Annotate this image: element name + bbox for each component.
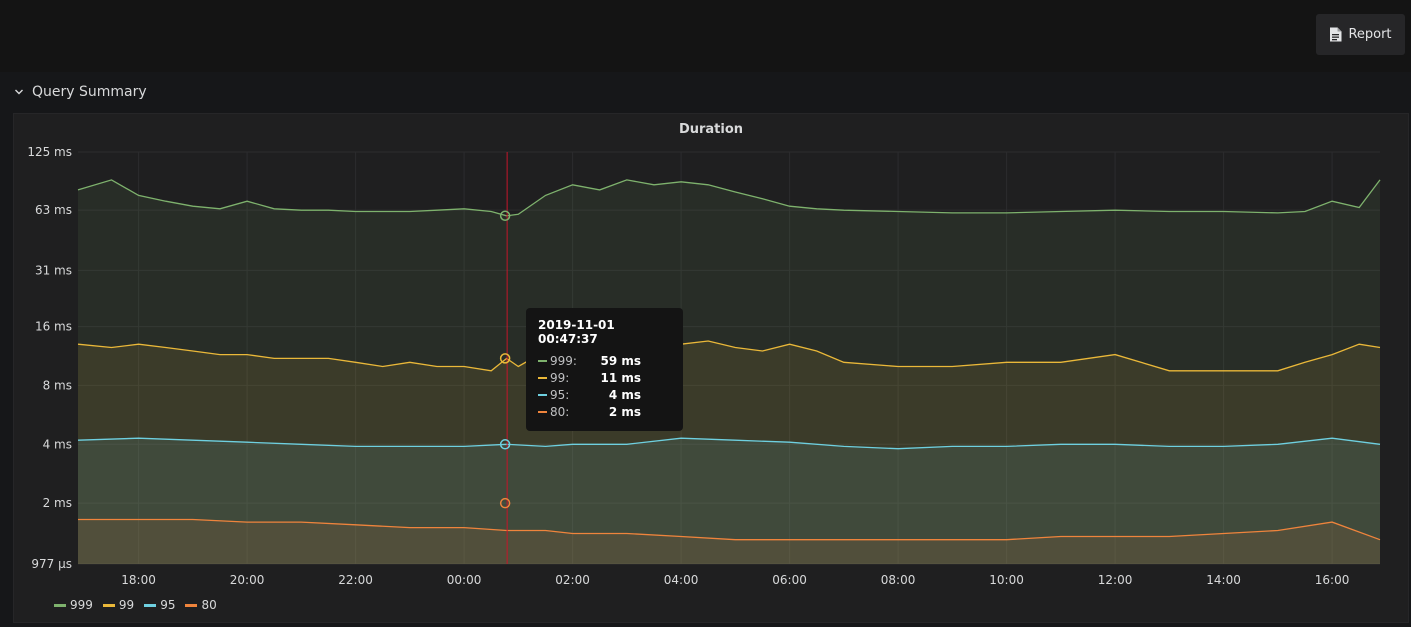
x-tick-label: 02:00 [555,573,590,587]
report-button-label: Report [1348,27,1392,42]
x-tick-label: 10:00 [989,573,1024,587]
x-tick-label: 22:00 [338,573,373,587]
duration-panel: Duration 125 ms 63 ms 31 ms 16 ms 8 ms 4 ms 2 … [13,113,1409,623]
tooltip-row: 80: 2 ms [538,403,671,420]
legend-label: 99 [118,598,135,612]
tooltip-swatch [538,376,547,379]
tooltip-time: 2019-11-01 00:47:37 [538,318,615,346]
hover-marker [499,439,511,450]
tooltip-series-name: 80: [550,404,570,419]
x-tick-label: 00:00 [447,573,482,587]
row-header-query-summary[interactable]: Query Summary [14,82,147,102]
duration-chart[interactable]: 125 ms 63 ms 31 ms 16 ms 8 ms 4 ms 2 ms 977 µs 1… [14,114,1408,622]
x-tick-label: 18:00 [121,573,156,587]
hover-marker [499,497,511,509]
hover-marker [499,353,511,364]
chart-legend: 999 99 95 80 [54,598,217,612]
y-tick-label: 31 ms [35,263,72,277]
y-tick-label: 125 ms [27,145,72,159]
y-tick-label: 4 ms [43,437,72,451]
y-tick-label: 63 ms [35,203,72,217]
x-tick-label: 12:00 [1098,573,1133,587]
tooltip-series-name: 999: [550,353,577,368]
x-tick-label: 08:00 [881,573,916,587]
y-tick-label: 2 ms [43,496,72,510]
report-button[interactable]: Report [1316,14,1405,55]
tooltip-swatch [538,359,547,362]
tooltip-series-value: 11 ms [600,370,641,385]
row-title: Query Summary [32,84,147,100]
legend-swatch [54,603,66,607]
chevron-down-icon [15,89,23,95]
tooltip-series-name: 99: [550,370,570,385]
legend-item-80[interactable]: 80 [185,598,217,612]
legend-item-95[interactable]: 95 [144,598,175,612]
legend-swatch [185,603,198,607]
series-999-area [78,179,1380,564]
x-tick-label: 14:00 [1206,573,1241,587]
tooltip-series-value: 4 ms [608,387,641,402]
tooltip-swatch [538,393,547,396]
x-tick-label: 06:00 [772,573,807,587]
chart-tooltip: 2019-11-01 00:47:37 999: 59 ms 99: 11 ms… [526,308,683,431]
tooltip-series-value: 2 ms [608,404,641,419]
legend-label: 999 [70,598,93,612]
legend-swatch [144,603,157,607]
y-tick-label: 977 µs [31,557,72,571]
series-99-area [78,332,1380,564]
document-icon [1330,27,1342,42]
series-80-line [78,518,1381,541]
hover-marker [499,210,511,222]
series-95-line [77,437,1381,450]
tooltip-row: 999: 59 ms [538,352,671,369]
x-tick-label: 04:00 [664,573,699,587]
tooltip-series-name: 95: [550,387,570,402]
legend-swatch [102,603,115,607]
legend-label: 95 [160,598,176,612]
tooltip-series-value: 59 ms [600,353,641,368]
y-tick-label: 8 ms [43,378,72,392]
series-80-area [78,519,1380,564]
tooltip-row: 99: 11 ms [538,369,671,386]
panel-title[interactable]: Duration [678,122,744,137]
legend-item-99[interactable]: 99 [102,598,135,612]
dashboard-topbar: Report [0,0,1411,72]
tooltip-row: 95: 4 ms [538,386,671,403]
legend-item-999[interactable]: 999 [54,598,93,612]
y-tick-label: 16 ms [35,320,72,334]
series-95-area [78,438,1380,564]
series-999-line [77,179,1381,217]
legend-label: 80 [201,598,217,612]
x-tick-label: 20:00 [230,573,265,587]
x-tick-label: 16:00 [1315,573,1350,587]
tooltip-swatch [538,410,547,413]
